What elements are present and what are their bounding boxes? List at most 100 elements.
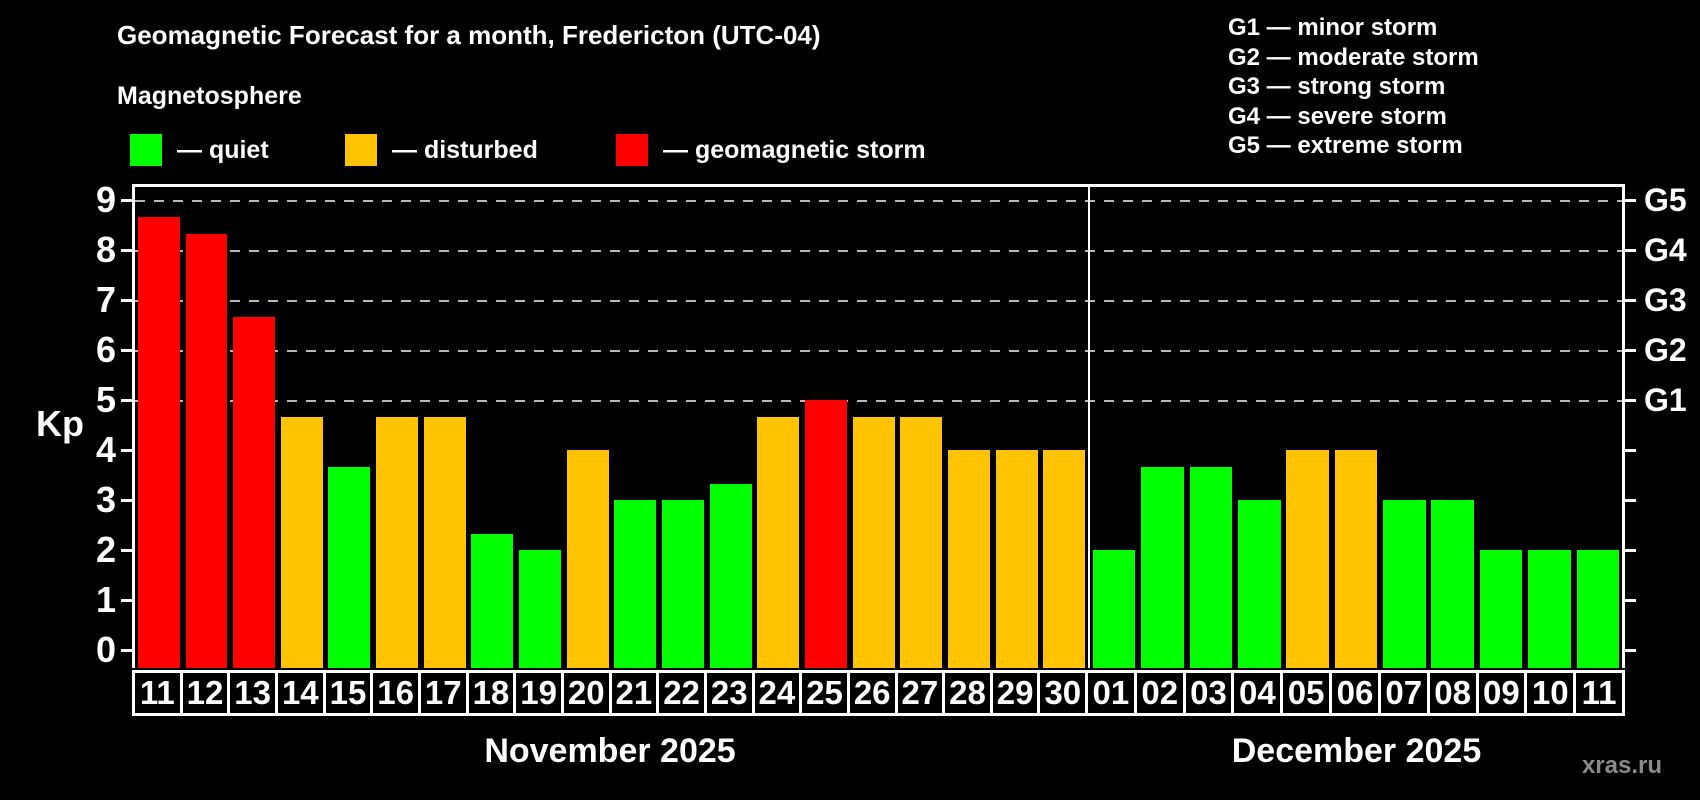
legend-label-disturbed: — disturbed [392, 135, 538, 164]
legend-item-storm: — geomagnetic storm [616, 134, 926, 166]
kp-bar-disturbed [1286, 450, 1329, 668]
kp-bar-disturbed [566, 450, 609, 668]
plot-area [132, 184, 1625, 668]
bar-slot-day-24 [755, 187, 803, 668]
bar-slot-day-28 [945, 187, 993, 668]
y-tick-label: 8 [95, 229, 116, 270]
y-axis-tick [121, 499, 132, 502]
bar-slot-day-19 [516, 187, 564, 668]
kp-bar-disturbed [852, 416, 895, 668]
bar-slot-day-17 [421, 187, 469, 668]
kp-bar-disturbed [1043, 450, 1086, 668]
kp-bar-quiet [1189, 466, 1233, 668]
y-axis-tick [121, 249, 132, 252]
december-day-labels: 01 02 03 04 05 06 07 08 09 10 11 [1085, 670, 1625, 716]
kp-bar-disturbed [423, 416, 466, 668]
g-level-label-g2: G2 [1644, 332, 1687, 368]
right-axis-tick [1625, 599, 1636, 602]
bar-slot-day-30 [1040, 187, 1088, 668]
right-axis-tick [1625, 399, 1636, 402]
y-tick-label: 7 [95, 279, 116, 320]
bar-slot-day-23 [707, 187, 755, 668]
kp-bar-quiet [1431, 500, 1474, 668]
kp-bar-quiet [662, 500, 705, 668]
day-label: 05 [1280, 670, 1333, 716]
bar-slot-day-11 [1574, 187, 1622, 668]
november-bars [135, 187, 1088, 668]
y-axis-tick [121, 399, 132, 402]
page-title: Geomagnetic Forecast for a month, Freder… [117, 20, 821, 50]
storm-scale-line: G2 — moderate storm [1228, 43, 1479, 71]
kp-bar-disturbed [280, 416, 323, 668]
y-axis-tick [121, 449, 132, 452]
legend-item-quiet: — quiet [130, 134, 269, 166]
y-axis-tick [121, 599, 132, 602]
bar-slot-day-22 [659, 187, 707, 668]
day-label: 19 [513, 670, 564, 716]
storm-scale-line: G5 — extreme storm [1228, 132, 1463, 160]
gridline-kp9 [135, 200, 1622, 202]
y-tick-label: 0 [95, 629, 116, 670]
day-label: 02 [1133, 670, 1186, 716]
kp-bar-quiet [1141, 466, 1184, 668]
g-level-label-g4: G4 [1644, 232, 1687, 268]
gridline-kp8 [135, 250, 1622, 252]
y-axis-tick [121, 299, 132, 302]
day-label: 11 [1573, 670, 1625, 716]
y-axis-tick [121, 349, 132, 352]
bar-slot-day-06 [1332, 187, 1380, 668]
day-label: 13 [227, 670, 278, 716]
g-level-label-g1: G1 [1644, 382, 1687, 418]
gridline-kp6 [135, 350, 1622, 352]
storm-scale-line: G3 — strong storm [1228, 73, 1446, 101]
bar-slot-day-08 [1429, 187, 1477, 668]
kp-bar-disturbed [900, 416, 943, 668]
day-label: 17 [417, 670, 469, 716]
y-tick-label: 6 [95, 329, 116, 370]
day-label: 20 [560, 670, 612, 716]
kp-bar-storm [137, 216, 180, 668]
storm-scale-line: G1 — minor storm [1228, 14, 1438, 41]
y-tick-label: 1 [95, 579, 116, 620]
day-label: 14 [274, 670, 326, 716]
kp-bar-quiet [328, 466, 371, 668]
day-label: 06 [1329, 670, 1381, 716]
g-level-label-g5: G5 [1644, 182, 1687, 218]
g-level-label-g3: G3 [1644, 282, 1687, 318]
bar-slot-day-18 [469, 187, 517, 668]
kp-bar-quiet [519, 550, 562, 668]
kp-bar-quiet [1383, 500, 1426, 668]
kp-bar-disturbed [995, 450, 1038, 668]
bar-slot-day-20 [564, 187, 612, 668]
magnetosphere-subtitle: Magnetosphere [117, 82, 302, 110]
day-label: 15 [322, 670, 374, 716]
bar-slot-day-27 [898, 187, 946, 668]
y-tick-label: 9 [95, 179, 116, 220]
status-legend: — quiet — disturbed — geomagnetic storm [0, 134, 1100, 166]
kp-bar-quiet [1576, 550, 1620, 668]
month-separator-line [1088, 187, 1090, 668]
bar-slot-day-16 [373, 187, 421, 668]
kp-bar-disturbed [948, 450, 990, 668]
day-label: 12 [179, 670, 231, 716]
bar-slot-day-12 [183, 187, 231, 668]
storm-color-swatch [616, 134, 648, 166]
y-tick-label: 5 [95, 379, 116, 420]
kp-bar-quiet [1092, 550, 1136, 668]
bar-slot-day-21 [612, 187, 660, 668]
day-label: 30 [1037, 670, 1089, 716]
right-axis-tick [1625, 499, 1636, 502]
day-label: 23 [703, 670, 755, 716]
day-label: 08 [1426, 670, 1479, 716]
storm-scale-line: G4 — severe storm [1228, 102, 1447, 130]
kp-bar-quiet [1479, 550, 1523, 668]
g-storm-scale-legend: G1 — minor storm G2 — moderate storm G3 — … [1228, 13, 1558, 161]
month-caption-december: December 2025 [1231, 732, 1482, 770]
y-axis-tick [121, 649, 132, 652]
kp-bar-quiet [614, 500, 657, 668]
bar-slot-day-01 [1090, 187, 1138, 668]
gridline-kp5 [135, 400, 1622, 402]
december-bars [1090, 187, 1622, 668]
y-tick-label: 2 [95, 529, 116, 570]
